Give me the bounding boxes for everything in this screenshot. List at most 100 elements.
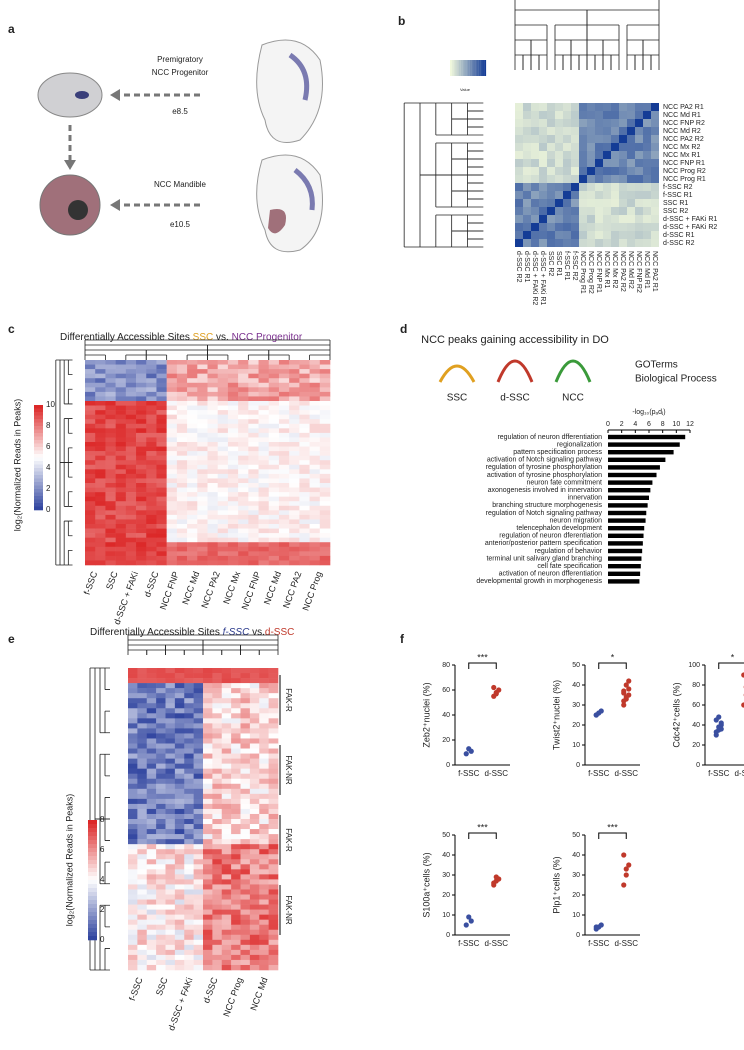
heatmap-cell: [278, 446, 290, 452]
heatmap-cell: [95, 369, 106, 374]
category-label: innervation: [568, 495, 602, 502]
side-label: FAK-NR: [284, 755, 293, 785]
col-label: NCC FNP R1: [595, 251, 602, 293]
branch: [104, 667, 110, 690]
heatmap-cell: [212, 768, 223, 774]
heatmap-cell: [156, 713, 166, 719]
significance-bracket: [468, 832, 497, 839]
heatmap-cell: [523, 143, 531, 151]
heatmap-cell: [136, 442, 147, 447]
heatmap-cell: [319, 528, 331, 534]
y-tick-label: 40: [692, 722, 700, 729]
heatmap-cell: [278, 537, 290, 543]
heatmap-cell: [212, 733, 223, 739]
heatmap-cell: [193, 914, 204, 920]
heatmap-cell: [227, 378, 239, 384]
heatmap-cell: [268, 733, 279, 739]
heatmap-cell: [595, 167, 603, 175]
heatmap-cell: [105, 423, 116, 429]
heatmap-cell: [319, 501, 331, 507]
heatmap-cell: [217, 405, 229, 411]
heatmap-cell: [299, 501, 310, 507]
heatmap-cell: [231, 703, 241, 709]
branch: [562, 54, 572, 70]
heatmap-cell: [587, 111, 595, 119]
heatmap-cell: [289, 555, 300, 561]
heatmap-cell: [146, 537, 157, 543]
heatmap-cell: [258, 432, 270, 438]
row-label: NCC Mx R1: [663, 152, 700, 159]
heatmap-cell: [231, 874, 241, 880]
side-label: FAK-R: [284, 828, 293, 852]
heatmap-cell: [278, 483, 290, 488]
heatmap-cell: [227, 373, 239, 379]
heatmap-cell: [221, 939, 232, 946]
heatmap-cell: [212, 673, 223, 679]
heatmap-cell: [187, 387, 198, 393]
heatmap-cell: [193, 934, 204, 941]
heatmap-cell: [587, 119, 595, 127]
heatmap-cell: [146, 743, 157, 749]
heatmap-cell: [105, 437, 116, 443]
heatmap-cell: [166, 505, 178, 511]
heatmap-cell: [176, 473, 188, 479]
heatmap-cell: [240, 864, 251, 870]
heatmap-cell: [115, 428, 127, 434]
heatmap-cell: [156, 501, 167, 507]
heatmap-cell: [146, 519, 157, 525]
heatmap-cell: [240, 788, 251, 795]
heatmap-cell: [299, 369, 310, 374]
heatmap-cell: [95, 460, 106, 466]
heatmap-cell: [227, 460, 239, 466]
heatmap-cell: [156, 889, 166, 895]
heatmap-cell: [212, 703, 223, 709]
col-label: SSC: [154, 976, 170, 997]
heatmap-cell: [319, 405, 331, 411]
colorbar-cell: [469, 60, 472, 76]
colorbar-cell: [88, 824, 97, 829]
heatmap-cell: [203, 894, 213, 900]
heatmap-cell: [587, 135, 595, 143]
heatmap-cell: [115, 464, 127, 470]
heatmap-cell: [197, 382, 208, 388]
heatmap-cell: [523, 167, 531, 175]
heatmap-cell: [258, 542, 270, 548]
heatmap-cell: [579, 175, 587, 183]
heatmap-cell: [146, 428, 157, 434]
heatmap-cell: [635, 119, 643, 127]
heatmap-cell: [240, 673, 251, 679]
heatmap-cell: [193, 763, 204, 769]
heatmap-cell: [221, 793, 232, 800]
heatmap-cell: [156, 778, 166, 785]
data-point: [593, 712, 599, 718]
heatmap-cell: [603, 143, 611, 151]
heatmap-cell: [249, 879, 260, 885]
heatmap-cell: [309, 451, 321, 456]
heatmap-cell: [651, 199, 659, 207]
heatmap-cell: [212, 874, 223, 880]
heatmap-cell: [289, 533, 300, 538]
heatmap-cell: [278, 387, 290, 393]
heatmap-cell: [193, 758, 204, 764]
heatmap-cell: [146, 798, 157, 805]
heatmap-cell: [128, 713, 138, 719]
heatmap-cell: [136, 446, 147, 452]
heatmap-cell: [197, 510, 208, 516]
heatmap-cell: [125, 382, 137, 388]
x-tick-label: 8: [661, 421, 665, 428]
heatmap-cell: [184, 884, 194, 890]
heatmap-cell: [125, 387, 137, 393]
branch: [467, 238, 484, 248]
heatmap-cell: [136, 451, 147, 456]
heatmap-cell: [221, 824, 232, 830]
branch: [268, 354, 290, 360]
heatmap-cell: [258, 373, 270, 379]
row-label: d-SSC R2: [663, 240, 695, 247]
heatmap-cell: [221, 864, 232, 870]
heatmap-cell: [309, 487, 321, 493]
heatmap-cell: [193, 859, 204, 865]
heatmap-cell: [193, 798, 204, 805]
heatmap-cell: [547, 239, 555, 247]
data-point: [466, 914, 472, 920]
heatmap-cell: [240, 693, 251, 699]
